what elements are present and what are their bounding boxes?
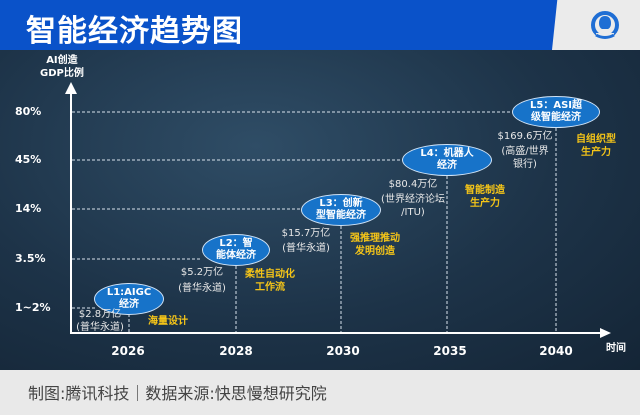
feature: 智能制造: [465, 185, 505, 196]
stage-l1-ellipse: L1:AIGC 经济: [94, 283, 164, 315]
stage-name: L5：ASI超: [530, 100, 582, 111]
stage-name: L4：机器人: [420, 148, 474, 159]
feature: 柔性自动化: [245, 269, 295, 280]
source: (高盛/世界: [501, 146, 549, 157]
y-axis-label-line: AI创造: [46, 55, 78, 66]
stage-l2-amount: $5.2万亿 (普华永道): [178, 266, 226, 295]
stage-l3-amount: $15.7万亿 (普华永道): [282, 227, 331, 255]
stage-l2-ellipse: L2：智 能体经济: [202, 234, 270, 266]
logo-panel: [552, 0, 640, 50]
amount: $169.6万亿: [497, 131, 553, 142]
stage-l5-amount: $169.6万亿 (高盛/世界 银行): [498, 130, 553, 171]
y-tick: 45%: [15, 153, 42, 166]
stage-name: 经济: [119, 299, 139, 310]
axes-and-guides: [65, 82, 611, 338]
stage-l1-amount: $2.8万亿 (普华永道): [76, 308, 124, 334]
source: (普华永道): [76, 322, 124, 333]
source: /ITU): [401, 207, 425, 218]
y-axis-arrow-icon: [65, 82, 77, 94]
feature: 生产力: [470, 198, 500, 209]
y-axis-label: AI创造 GDP比例: [40, 54, 84, 80]
source: (世界经济论坛: [381, 194, 445, 205]
stage-l5-feature: 自组织型 生产力: [576, 133, 616, 159]
y-tick: 1~2%: [15, 301, 51, 314]
page-title: 智能经济趋势图: [26, 14, 243, 49]
y-tick: 14%: [15, 202, 42, 215]
feature: 生产力: [581, 147, 611, 158]
stage-l1-feature: 海量设计: [148, 315, 188, 328]
tencent-news-logo-icon: [591, 11, 619, 39]
stage-name: 能体经济: [216, 250, 256, 261]
x-tick: 2026: [111, 344, 145, 358]
stage-l4-feature: 智能制造 生产力: [465, 184, 505, 210]
header-bar: 智能经济趋势图: [0, 0, 640, 50]
stage-l2-feature: 柔性自动化 工作流: [245, 268, 295, 294]
x-axis-arrow-icon: [600, 328, 611, 338]
amount: $15.7万亿: [281, 228, 331, 239]
stage-l5-ellipse: L5：ASI超 级智能经济: [512, 96, 600, 128]
amount: $2.8万亿: [78, 309, 122, 320]
stage-l4-amount: $80.4万亿 (世界经济论坛/ITU): [381, 178, 445, 219]
stage-l4-ellipse: L4：机器人 经济: [402, 144, 492, 176]
stage-l3-ellipse: L3：创新 型智能经济: [301, 194, 381, 226]
source: 银行): [513, 159, 537, 170]
stage-name: L1:AIGC: [106, 287, 152, 298]
stage-name: 型智能经济: [316, 210, 366, 221]
feature: 自组织型: [576, 134, 616, 145]
footer: 制图:腾讯科技｜数据来源:快思慢想研究院: [0, 370, 640, 415]
stage-name: 经济: [437, 160, 457, 171]
guide-lines: [72, 111, 557, 332]
feature: 工作流: [255, 282, 285, 293]
y-axis-label-line: GDP比例: [40, 68, 84, 79]
x-tick: 2040: [539, 344, 573, 358]
x-tick: 2030: [326, 344, 360, 358]
stage-l3-feature: 强推理推动 发明创造: [350, 232, 400, 258]
stage-name: 级智能经济: [531, 112, 581, 123]
source: (普华永道): [178, 283, 226, 294]
diagram-area: AI创造 GDP比例 80% 45% 14% 3.5% 1~2% 2026 20…: [0, 50, 640, 370]
source: (普华永道): [282, 243, 330, 254]
amount: $5.2万亿: [180, 267, 224, 278]
x-axis-label: 时间: [606, 343, 626, 354]
credit-text: 制图:腾讯科技｜数据来源:快思慢想研究院: [28, 384, 327, 403]
y-tick: 80%: [15, 105, 42, 118]
amount: $80.4万亿: [388, 179, 438, 190]
feature: 强推理推动: [350, 233, 400, 244]
x-tick: 2035: [433, 344, 467, 358]
y-tick: 3.5%: [15, 252, 46, 265]
stage-name: L3：创新: [319, 198, 363, 209]
feature: 海量设计: [148, 316, 188, 327]
x-tick: 2028: [219, 344, 253, 358]
feature: 发明创造: [355, 246, 395, 257]
stage-name: L2：智: [219, 238, 253, 249]
